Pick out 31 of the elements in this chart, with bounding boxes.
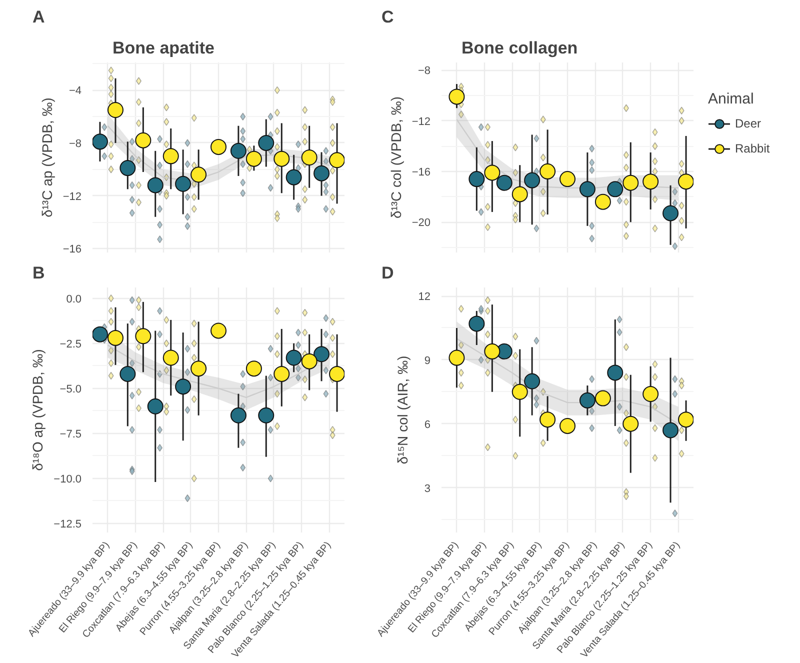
y-tick-label: −5.0 [60, 383, 82, 396]
legend-title: Animal [708, 90, 755, 108]
y-tick-label: −16 [412, 166, 431, 178]
y-axis-title: δ¹³C col (VPDB, ‰) [388, 96, 404, 219]
y-tick-label: −12 [62, 190, 82, 203]
y-tick-label: 12 [418, 291, 431, 304]
chart-subtitle: Bone apatite [112, 38, 215, 58]
y-tick-label: 9 [424, 354, 431, 367]
chart-title: C [382, 8, 394, 26]
y-tick-label: −10.0 [54, 473, 82, 486]
y-tick-label: −12.5 [54, 518, 82, 530]
y-axis-title: δ¹⁸O ap (VPDB, ‰) [30, 349, 46, 471]
y-tick-label: −2.5 [60, 338, 82, 350]
chart-title: D [382, 264, 394, 282]
y-tick-label: 0.0 [66, 293, 82, 306]
legend-label: Deer [735, 116, 762, 130]
y-tick-label: −12 [412, 116, 431, 128]
chart-title: A [32, 8, 45, 26]
chart-title: B [32, 264, 45, 282]
y-tick-label: −20 [412, 217, 431, 230]
y-tick-label: −7.5 [60, 428, 82, 440]
y-tick-label: −8 [68, 138, 82, 150]
chart-subtitle: Bone collagen [462, 38, 578, 58]
y-tick-label: −4 [68, 85, 82, 98]
y-tick-label: 6 [424, 418, 431, 431]
y-tick-label: −16 [62, 244, 82, 256]
y-tick-label: −8 [418, 65, 431, 78]
y-tick-label: 3 [424, 482, 431, 495]
y-axis-title: δ¹⁵N col (AIR, ‰) [394, 356, 410, 464]
y-axis-title: δ¹³C ap (VPDB, ‰) [38, 98, 55, 218]
legend-label: Rabbit [735, 142, 770, 156]
